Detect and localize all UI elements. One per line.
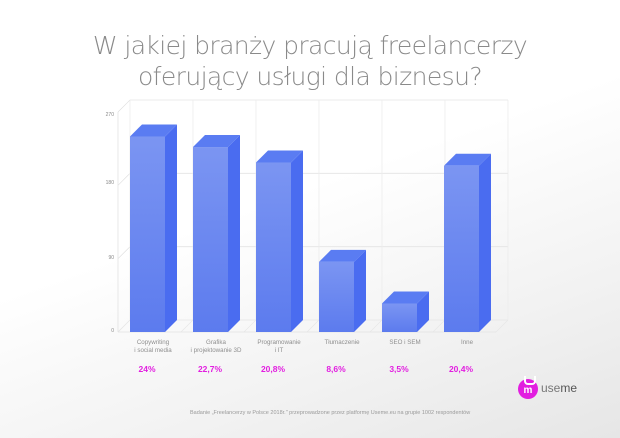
- chart-title: W jakiej branży pracują freelancerzy ofe…: [0, 30, 620, 92]
- bar-4: [382, 291, 429, 332]
- useme-logo-icon: m: [518, 376, 538, 399]
- chart-bars: [130, 124, 491, 332]
- logo-glyph: m: [523, 385, 533, 396]
- category-line1: Copywriting: [136, 339, 170, 346]
- percent-label: 8,6%: [326, 364, 346, 374]
- category-label: Grafika i projektowanie 3D: [181, 339, 251, 355]
- category-label: SEO i SEM: [370, 339, 440, 347]
- y-tick-270: 270: [105, 112, 114, 118]
- bar-1: [193, 135, 240, 332]
- bar-2: [256, 150, 303, 332]
- percent-label: 20,8%: [260, 364, 286, 374]
- brand-suffix: me: [560, 381, 578, 395]
- percent-label: 24%: [138, 364, 156, 374]
- logo-u-shape: [524, 376, 536, 385]
- y-tick-0: 0: [111, 328, 114, 334]
- category-label: Inne: [432, 339, 502, 347]
- category-line1: Programowanie: [257, 339, 301, 346]
- brand-prefix: use: [541, 381, 561, 395]
- percent-label: 22,7%: [197, 364, 223, 374]
- category-line2: i IT: [274, 347, 284, 354]
- category-line1: Grafika: [206, 339, 226, 346]
- percent-label: 3,5%: [389, 364, 409, 374]
- footer-source-note: Badanie „Freelancerzy w Polsce 2018r." p…: [190, 410, 471, 416]
- bar-0: [130, 124, 177, 332]
- category-line2: i projektowanie 3D: [190, 347, 242, 354]
- category-label: Tłumaczenie: [307, 339, 377, 347]
- category-line2: i social media: [134, 347, 172, 354]
- y-tick-180: 180: [105, 180, 114, 186]
- bar-5: [444, 153, 491, 332]
- category-line1: Inne: [460, 339, 474, 346]
- category-line1: Tłumaczenie: [324, 339, 360, 346]
- percent-label: 20,4%: [448, 364, 474, 374]
- category-label: Copywriting i social media: [118, 339, 188, 355]
- y-tick-90: 90: [108, 255, 114, 261]
- chart-title-line2: oferujący usługi dla biznesu?: [137, 62, 483, 91]
- category-label: Programowanie i IT: [244, 339, 314, 355]
- category-line1: SEO i SEM: [389, 339, 421, 346]
- bar-3: [319, 249, 366, 332]
- chart-title-line1: W jakiej branży pracują freelancerzy: [92, 31, 528, 60]
- brand-name: useme: [541, 381, 577, 395]
